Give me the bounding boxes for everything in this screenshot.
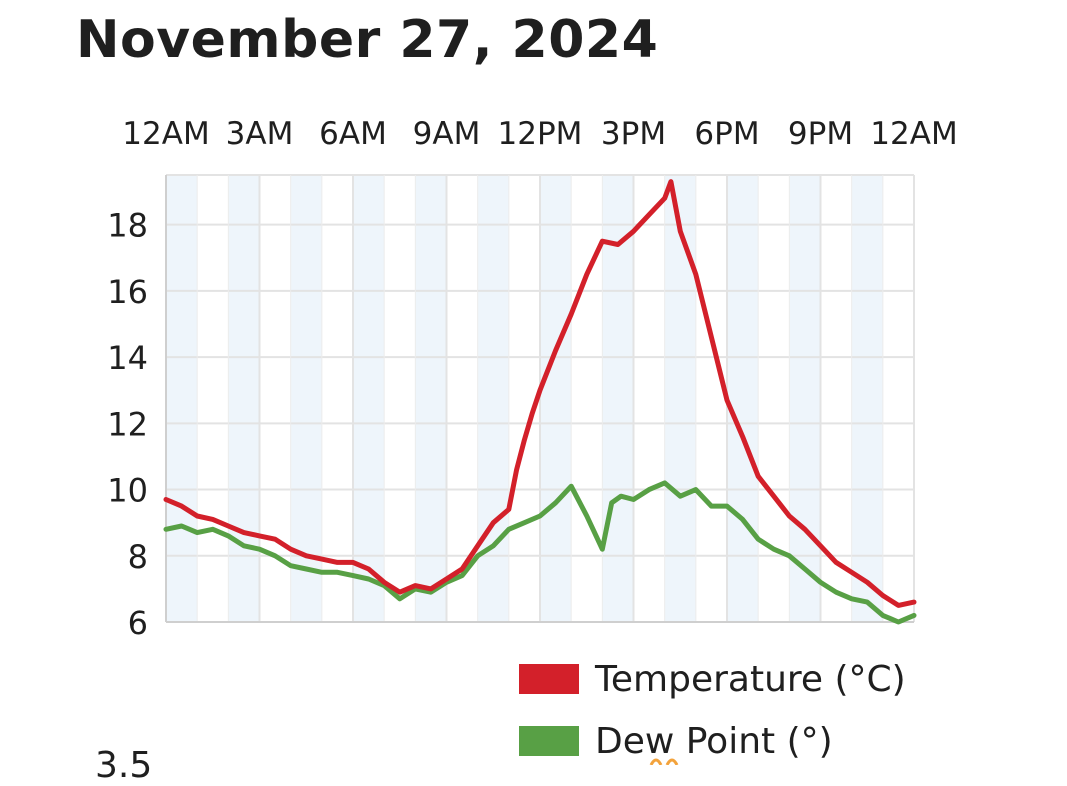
x-tick-label: 12AM [122,116,209,152]
y-tick-label: 18 [107,207,148,245]
x-tick-label: 12PM [498,116,583,152]
x-tick-label: 9AM [413,116,481,152]
x-tick-label: 12AM [870,116,957,152]
hour-band [664,175,696,622]
chart-legend: Temperature (°C) Dew Point (°) [519,648,906,772]
y-tick-label: 10 [107,472,148,510]
y-tick-label: 16 [107,273,148,311]
x-tick-label: 3PM [601,116,666,152]
series-lines [163,179,917,625]
cut-off-marks [649,758,679,765]
hour-band [415,175,447,622]
cut-off-orange-mark [649,758,679,765]
hour-band [602,175,634,622]
hour-band [540,175,572,622]
next-chart-cut-off-label: 3.5 [95,745,153,786]
hour-band [789,175,821,622]
temperature-line [163,179,917,608]
hour-band [353,175,385,622]
hour-band [290,175,322,622]
x-tick-label: 3AM [226,116,294,152]
hour-band [727,175,759,622]
legend-swatch-dew-point [519,726,579,756]
y-tick-label: 12 [107,405,148,443]
page-title: November 27, 2024 [76,10,659,70]
hour-band [166,175,198,622]
legend-label-temperature: Temperature (°C) [595,658,906,700]
hour-bands [166,175,883,622]
x-axis-tick-labels: 12AM 3AM 6AM 9AM 12PM 3PM 6PM 9PM 12AM [122,116,957,152]
y-tick-label: 14 [107,339,148,377]
y-tick-label: 6 [128,604,148,642]
y-axis-tick-labels: 6 8 10 12 14 16 18 [107,207,148,642]
x-tick-label: 9PM [788,116,853,152]
line-chart: 12AM 3AM 6AM 9AM 12PM 3PM 6PM 9PM 12AM 6 8 10 12 14 1… [107,116,958,765]
legend-label-dew-point: Dew Point (°) [595,720,833,762]
hour-band [851,175,883,622]
legend-item-dew-point: Dew Point (°) [519,710,906,772]
x-tick-label: 6AM [319,116,387,152]
x-tick-label: 6PM [694,116,759,152]
legend-swatch-temperature [519,664,579,694]
y-tick-label: 8 [128,538,148,576]
dew-point-line [163,480,917,625]
legend-item-temperature: Temperature (°C) [519,648,906,710]
